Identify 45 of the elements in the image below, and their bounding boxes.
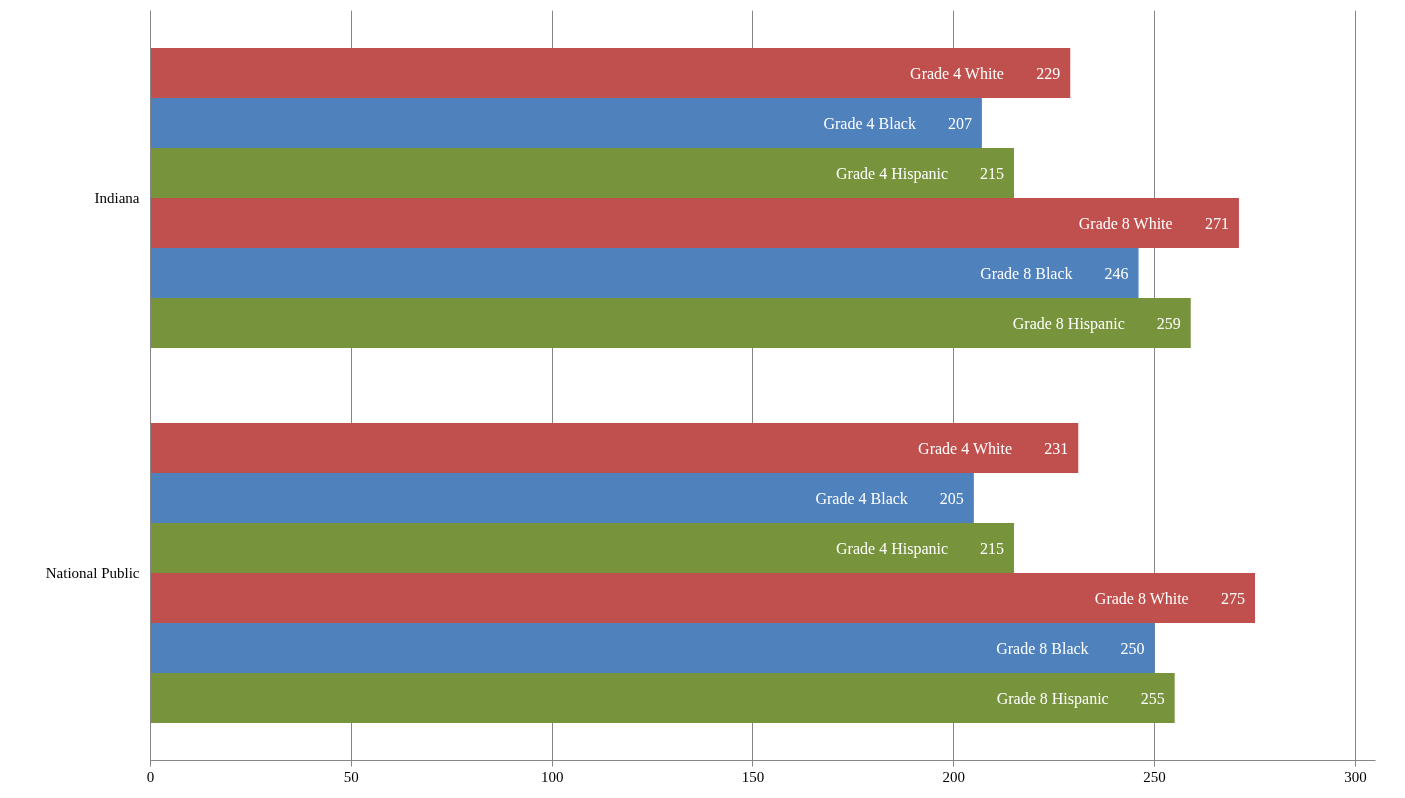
data-label: 215 (980, 164, 1005, 182)
x-tick-label: 100 (540, 768, 564, 785)
series-label: Grade 8 Hispanic (1012, 314, 1125, 333)
bar (150, 523, 1015, 573)
bar (150, 148, 1015, 198)
bar (150, 298, 1191, 348)
data-label: 231 (1044, 439, 1069, 457)
data-label: 275 (1221, 589, 1246, 607)
text: Grade 8 White (1094, 589, 1189, 607)
data-label: 215 (980, 539, 1005, 557)
series-label: Grade 4 Hispanic (836, 164, 949, 183)
data-label: 255 (1140, 689, 1165, 707)
series-label: Grade 4 White (910, 64, 1004, 82)
data-label: 205 (939, 489, 964, 507)
data-label: 271 (1204, 214, 1229, 232)
text: Grade 8 Black (996, 639, 1089, 657)
series-label: Grade 4 Black (823, 114, 916, 132)
bar (150, 248, 1139, 298)
text: Grade 4 Hispanic (836, 539, 949, 557)
text: Grade 4 White (918, 439, 1012, 457)
x-tick-label: 250 (1143, 768, 1166, 785)
bar (150, 98, 982, 148)
series-label: Grade 8 Black (980, 264, 1073, 282)
bar (150, 198, 1239, 248)
bar (150, 473, 974, 523)
bar (150, 623, 1155, 673)
y-tick-label: Indiana (94, 190, 140, 206)
data-label: 229 (1036, 64, 1061, 82)
text: Grade 8 Hispanic (996, 689, 1109, 707)
x-tick-label: 0 (146, 768, 155, 785)
x-tick-label: 150 (741, 768, 765, 785)
data-label: 246 (1104, 264, 1129, 282)
x-tick-label: 200 (942, 768, 966, 785)
series-label: Grade 8 White (1078, 214, 1173, 232)
x-tick-label: 50 (343, 768, 359, 785)
bar (150, 423, 1079, 473)
data-label: 250 (1120, 639, 1145, 657)
data-label: 259 (1156, 314, 1181, 332)
bar (150, 48, 1071, 98)
text: Grade 4 Black (815, 489, 908, 507)
data-label: 207 (947, 114, 972, 132)
bar (150, 573, 1256, 623)
bar (150, 673, 1175, 723)
x-tick-label: 300 (1344, 768, 1367, 785)
y-tick-label: National Public (45, 565, 140, 581)
